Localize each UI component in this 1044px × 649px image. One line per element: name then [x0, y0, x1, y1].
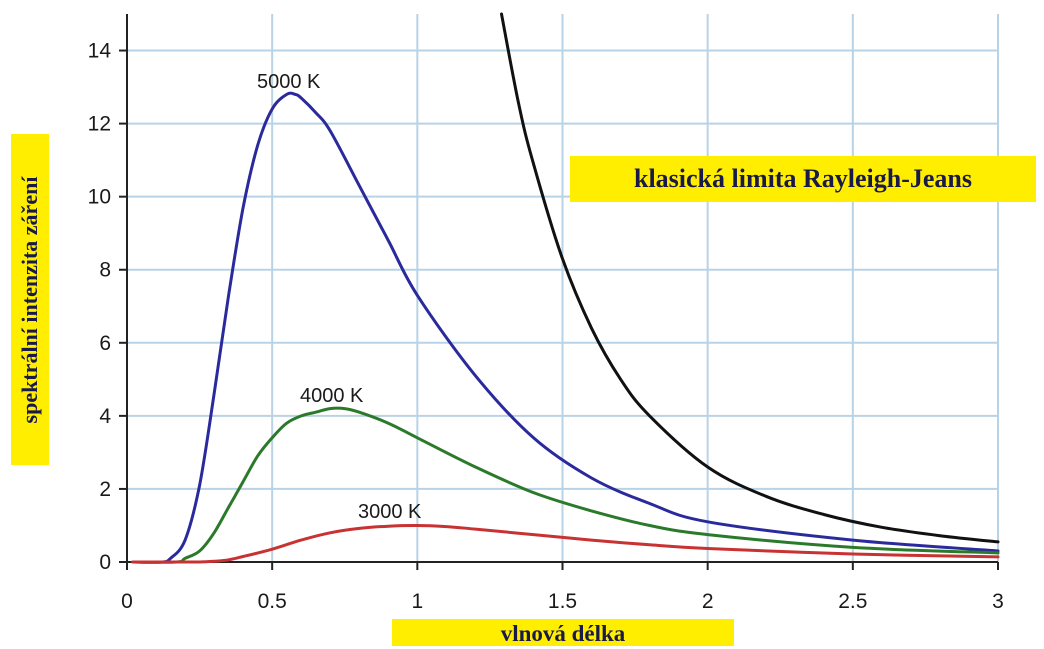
curve-label-3000k: 3000 K — [358, 501, 422, 523]
x-tick-label: 0 — [121, 590, 133, 613]
series-line-0 — [131, 91, 1000, 564]
y-tick-label: 12 — [88, 113, 111, 136]
x-tick-label: 2.5 — [838, 590, 867, 613]
y-axis-label: spektrální intenzita záření — [17, 176, 42, 423]
y-tick-label: 6 — [99, 332, 111, 355]
series-layer — [131, 12, 1000, 564]
x-axis-label: vlnová délka — [392, 619, 734, 646]
x-tick-label: 0.5 — [258, 590, 287, 613]
curve-label-4000k: 4000 K — [300, 385, 364, 407]
x-tick-label: 2 — [702, 590, 714, 613]
y-tick-label: 14 — [88, 40, 112, 63]
x-tick-label: 3 — [992, 590, 1004, 613]
y-tick-label: 10 — [88, 186, 111, 209]
y-axis-label-box: spektrální intenzita záření — [11, 134, 49, 465]
y-tick-label: 4 — [99, 405, 111, 428]
series-line-2 — [131, 523, 1000, 564]
curve-labels: 5000 K 4000 K 3000 K — [257, 71, 422, 523]
series-line-3 — [500, 12, 1000, 544]
axes — [119, 14, 999, 570]
rayleigh-jeans-label: klasická limita Rayleigh-Jeans — [570, 156, 1036, 202]
x-tick-label: 1.5 — [548, 590, 577, 613]
y-tick-label: 2 — [99, 478, 111, 501]
y-tick-label: 0 — [99, 551, 111, 574]
curve-label-5000k: 5000 K — [257, 71, 321, 93]
grid — [127, 14, 999, 562]
y-tick-label: 8 — [99, 259, 111, 282]
x-tick-label: 1 — [411, 590, 423, 613]
tick-labels: 0 0.5 1 1.5 2 2.5 3 0 2 4 6 8 10 12 14 — [88, 40, 1004, 613]
series-line-1 — [131, 406, 1000, 564]
